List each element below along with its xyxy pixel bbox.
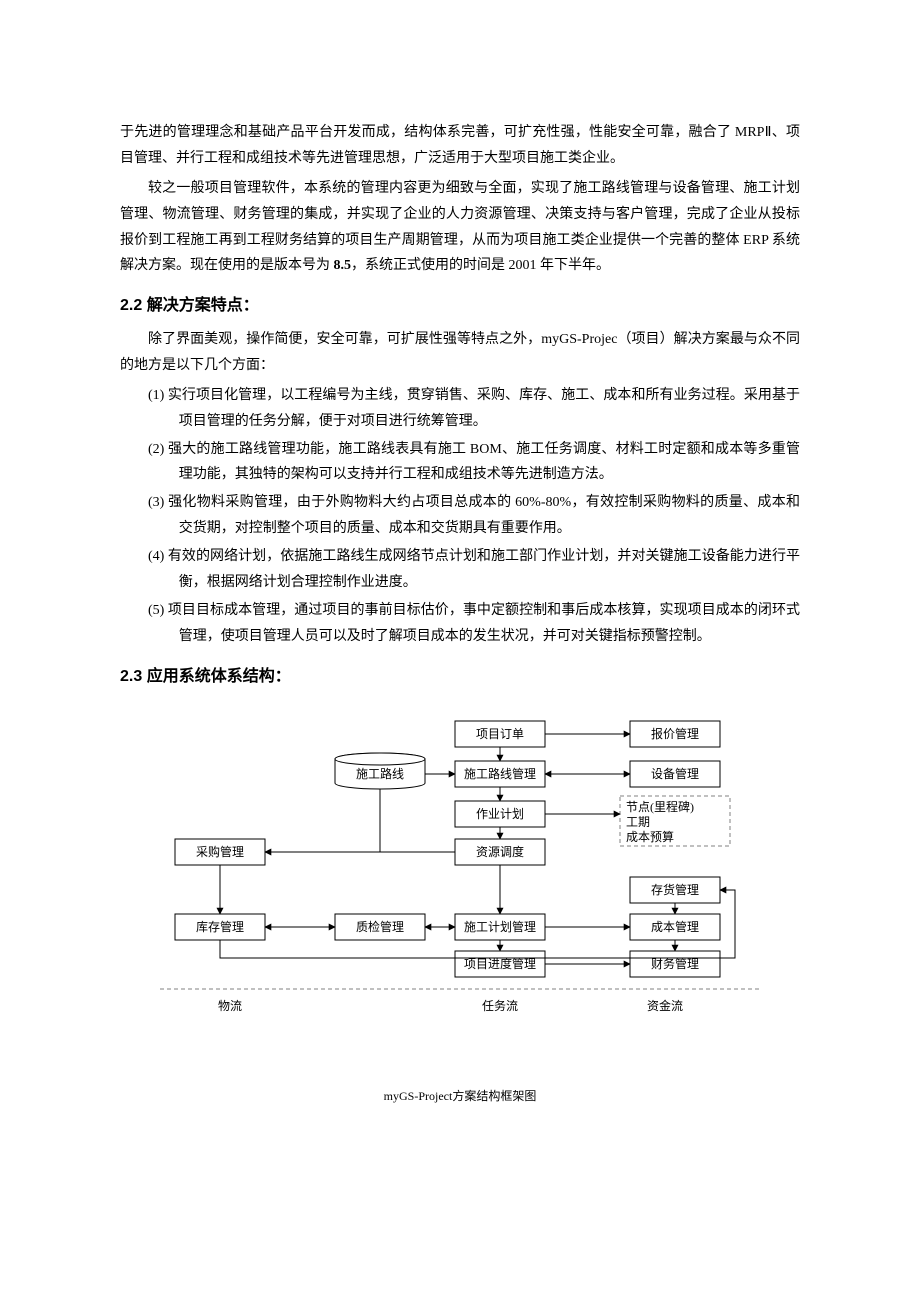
para2-post: ，系统正式使用的时间是 2001 年下半年。 xyxy=(351,258,610,273)
svg-text:作业计划: 作业计划 xyxy=(476,807,524,821)
svg-text:成本管理: 成本管理 xyxy=(651,919,699,934)
paragraph-3: 除了界面美观，操作简便，安全可靠，可扩展性强等特点之外，myGS-Projec（… xyxy=(120,327,800,379)
svg-text:工期: 工期 xyxy=(626,815,650,829)
svg-text:资源调度: 资源调度 xyxy=(476,844,524,859)
para2-version: 8.5 xyxy=(334,258,352,273)
svg-text:质检管理: 质检管理 xyxy=(356,919,404,934)
heading-2-3: 2.3 应用系统体系结构： xyxy=(120,662,800,692)
paragraph-1: 于先进的管理理念和基础产品平台开发而成，结构体系完善，可扩充性强，性能安全可靠，… xyxy=(120,120,800,172)
list-item: (3) 强化物料采购管理，由于外购物料大约占项目总成本的 60%-80%，有效控… xyxy=(120,490,800,542)
diagram-svg: 施工路线项目订单施工路线管理作业计划资源调度施工计划管理项目进度管理报价管理设备… xyxy=(120,701,800,1081)
feature-list: (1) 实行项目化管理，以工程编号为主线，贯穿销售、采购、库存、施工、成本和所有… xyxy=(120,383,800,650)
list-item: (2) 强大的施工路线管理功能，施工路线表具有施工 BOM、施工任务调度、材料工… xyxy=(120,437,800,489)
svg-text:报价管理: 报价管理 xyxy=(651,726,699,741)
svg-text:库存管理: 库存管理 xyxy=(196,919,244,934)
svg-text:项目订单: 项目订单 xyxy=(476,727,524,741)
svg-text:施工路线: 施工路线 xyxy=(356,766,404,781)
list-item: (5) 项目目标成本管理，通过项目的事前目标估价，事中定额控制和事后成本核算，实… xyxy=(120,598,800,650)
svg-text:节点(里程碑): 节点(里程碑) xyxy=(626,799,694,814)
list-item: (1) 实行项目化管理，以工程编号为主线，贯穿销售、采购、库存、施工、成本和所有… xyxy=(120,383,800,435)
svg-text:成本预算: 成本预算 xyxy=(626,829,674,844)
svg-text:资金流: 资金流 xyxy=(647,998,683,1013)
svg-text:施工计划管理: 施工计划管理 xyxy=(464,919,536,934)
architecture-diagram: 施工路线项目订单施工路线管理作业计划资源调度施工计划管理项目进度管理报价管理设备… xyxy=(120,701,800,1107)
list-item: (4) 有效的网络计划，依据施工路线生成网络节点计划和施工部门作业计划，并对关键… xyxy=(120,544,800,596)
heading-2-2: 2.2 解决方案特点： xyxy=(120,291,800,321)
svg-text:存货管理: 存货管理 xyxy=(651,882,699,897)
svg-text:采购管理: 采购管理 xyxy=(196,844,244,859)
svg-text:设备管理: 设备管理 xyxy=(651,766,699,781)
svg-text:任务流: 任务流 xyxy=(482,998,518,1013)
svg-text:物流: 物流 xyxy=(218,999,242,1013)
svg-text:施工路线管理: 施工路线管理 xyxy=(464,766,536,781)
paragraph-2: 较之一般项目管理软件，本系统的管理内容更为细致与全面，实现了施工路线管理与设备管… xyxy=(120,176,800,280)
diagram-caption: myGS-Project方案结构框架图 xyxy=(120,1085,800,1107)
